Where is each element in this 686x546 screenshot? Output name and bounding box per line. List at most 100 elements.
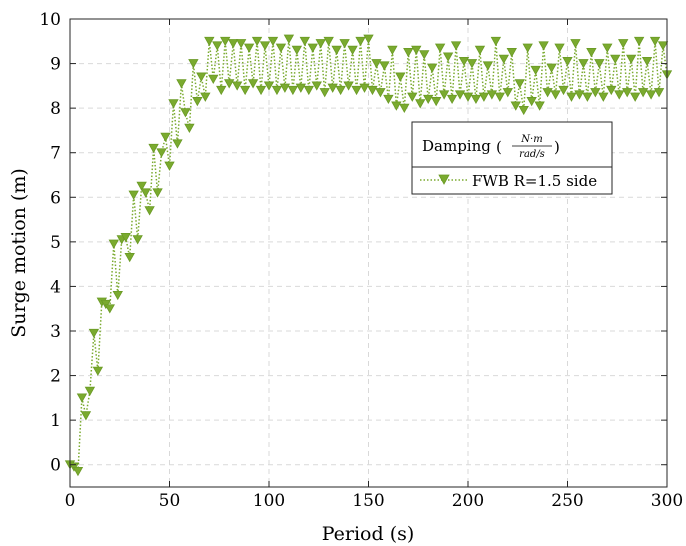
data-point-marker [657,41,669,51]
data-point-marker [216,85,227,96]
legend: Damping ( N·m rad/s ) FWB R=1.5 side [411,121,613,195]
data-point-marker [303,85,314,96]
data-point-marker [347,45,358,56]
data-point-marker [140,188,151,198]
data-point-marker [84,386,96,396]
data-point-marker [582,92,593,102]
data-point-marker [331,45,342,56]
data-point-marker [506,48,517,58]
data-point-marker [542,88,553,98]
data-point-marker [454,90,466,100]
data-point-marker [315,39,326,49]
data-point-marker [399,103,410,113]
data-point-marker [367,85,378,96]
data-point-marker [478,92,490,102]
x-tick-label: 50 [159,491,181,511]
legend-title: Damping [422,137,491,155]
data-point-marker [618,39,629,49]
series-layer [64,34,673,477]
data-point-marker [470,94,482,105]
data-point-marker [196,72,207,82]
data-point-marker [283,34,295,44]
data-point-marker [466,59,478,69]
data-point-marker [263,81,275,91]
data-point-marker [430,97,442,107]
data-point-marker [526,97,537,107]
y-tick-label: 0 [50,456,61,476]
data-point-marker [426,63,438,73]
data-point-marker [359,83,370,93]
data-point-marker [355,36,366,47]
data-point-marker [287,85,299,96]
data-point-marker [462,92,474,102]
data-point-marker [387,45,398,56]
data-point-marker [606,85,617,96]
data-point-marker [271,85,283,96]
data-point-marker [92,366,104,376]
x-tick-label: 200 [452,491,484,511]
y-tick-label: 8 [50,99,61,119]
data-point-marker [104,304,115,314]
data-point-marker [514,79,525,89]
data-point-marker [267,36,279,47]
data-point-marker [80,411,92,421]
data-point-marker [291,45,303,56]
x-tick-label: 150 [352,491,384,511]
legend-paren-open: ( [496,138,502,156]
data-point-marker [614,90,625,100]
data-point-marker [458,56,470,67]
data-point-marker [128,190,139,200]
axis-ticks [69,18,668,487]
data-point-marker [633,36,645,47]
data-point-marker [136,181,147,191]
x-axis-title: Period (s) [322,523,415,545]
x-tick-label: 300 [651,491,683,511]
data-point-marker [204,36,215,47]
data-point-marker [371,59,382,69]
data-point-marker [112,290,123,301]
y-tick-label: 2 [50,367,61,387]
data-point-marker [490,36,502,47]
data-point-marker [208,74,219,84]
data-point-marker [554,43,565,53]
data-point-marker [168,99,179,109]
data-point-marker [637,88,649,98]
data-point-marker [550,90,561,100]
data-point-marker [319,88,330,98]
data-point-marker [641,56,653,67]
data-point-marker [227,39,239,49]
legend-series-label: FWB R=1.5 side [472,172,597,190]
data-point-marker [434,43,446,53]
data-point-marker [586,48,597,58]
data-point-marker [534,101,545,111]
data-point-marker [164,161,175,171]
data-point-marker [562,56,573,67]
data-point-marker [498,54,510,64]
data-point-marker [335,85,346,96]
legend-denominator: rad/s [519,149,545,160]
data-point-marker [259,41,271,51]
data-point-marker [558,85,569,96]
data-point-marker [629,92,641,102]
data-point-marker [132,235,143,245]
data-point-marker [100,299,112,310]
data-point-marker [574,90,585,100]
data-point-marker [255,85,267,96]
data-point-marker [275,43,287,53]
data-point-marker [411,45,422,56]
data-point-marker [518,105,529,116]
data-point-marker [220,36,231,47]
data-point-marker [649,36,661,47]
data-point-marker [598,92,609,102]
data-point-marker [200,92,211,102]
y-tick-label: 4 [50,277,61,297]
data-point-marker [144,206,155,216]
data-point-marker [251,36,263,47]
data-point-marker [188,59,199,69]
data-point-marker [653,88,665,98]
data-point-marker [152,188,163,198]
data-point-marker [243,43,255,53]
data-point-marker [176,79,187,89]
y-axis-title: Surge motion (m) [8,168,30,338]
data-point-marker [327,83,338,93]
